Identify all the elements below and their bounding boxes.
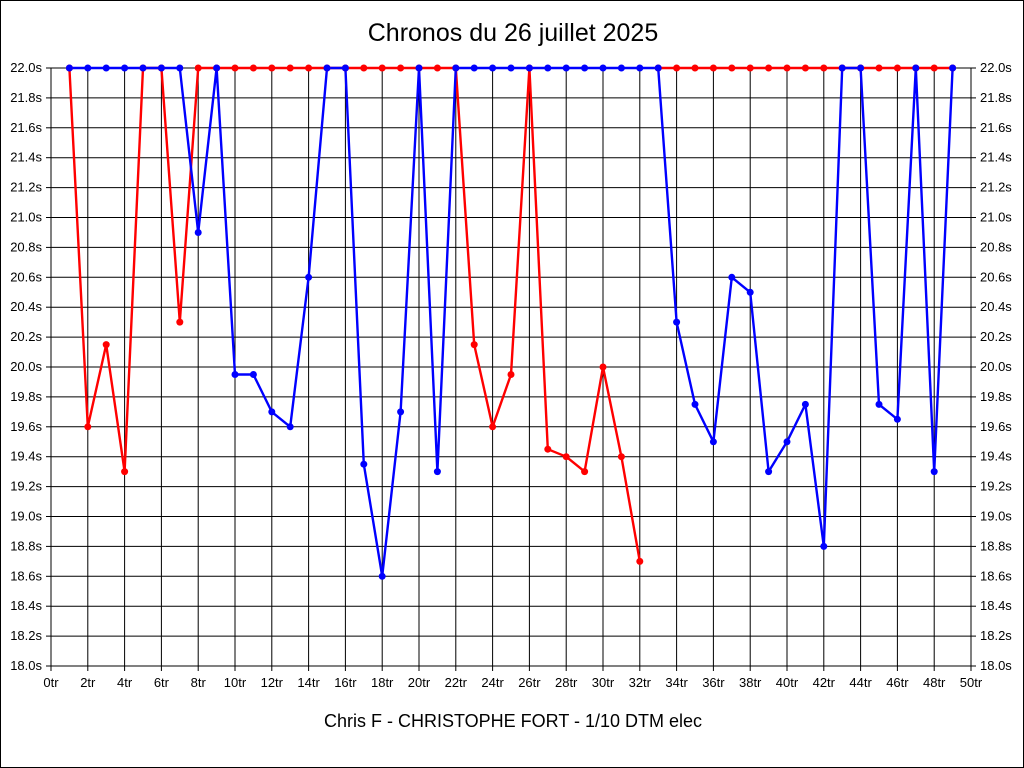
svg-text:19.4s: 19.4s <box>980 449 1012 464</box>
svg-text:16tr: 16tr <box>334 675 357 690</box>
svg-text:18.0s: 18.0s <box>980 658 1012 673</box>
svg-text:19.8s: 19.8s <box>10 389 42 404</box>
svg-text:32tr: 32tr <box>629 675 652 690</box>
y-axis-labels-left: 22.0s 21.8s 21.6s 21.4s 21.2s 21.0s 20.8s 20.6s… <box>10 60 42 673</box>
svg-text:20.0s: 20.0s <box>10 359 42 374</box>
svg-text:20.6s: 20.6s <box>10 269 42 284</box>
blue-series-markers <box>65 64 957 580</box>
svg-text:36tr: 36tr <box>702 675 725 690</box>
svg-text:34tr: 34tr <box>665 675 688 690</box>
svg-text:20tr: 20tr <box>408 675 431 690</box>
svg-text:20.4s: 20.4s <box>10 299 42 314</box>
svg-text:26tr: 26tr <box>518 675 541 690</box>
svg-text:18.8s: 18.8s <box>10 538 42 553</box>
svg-text:21.0s: 21.0s <box>980 210 1012 225</box>
svg-text:40tr: 40tr <box>776 675 799 690</box>
svg-text:10tr: 10tr <box>224 675 247 690</box>
svg-text:44tr: 44tr <box>849 675 872 690</box>
svg-text:21.4s: 21.4s <box>10 150 42 165</box>
svg-text:19.2s: 19.2s <box>980 479 1012 494</box>
svg-text:20.2s: 20.2s <box>980 329 1012 344</box>
svg-text:2tr: 2tr <box>80 675 96 690</box>
svg-text:21.6s: 21.6s <box>10 120 42 135</box>
svg-text:19.8s: 19.8s <box>980 389 1012 404</box>
blue-series-line <box>68 66 954 578</box>
chart-caption: Chris F - CHRISTOPHE FORT - 1/10 DTM ele… <box>323 711 703 731</box>
svg-text:21.0s: 21.0s <box>10 210 42 225</box>
svg-text:18.8s: 18.8s <box>980 538 1012 553</box>
svg-text:28tr: 28tr <box>555 675 578 690</box>
svg-text:8tr: 8tr <box>191 675 207 690</box>
svg-text:6tr: 6tr <box>154 675 170 690</box>
svg-text:0tr: 0tr <box>43 675 59 690</box>
red-series-line <box>68 66 954 563</box>
svg-text:22tr: 22tr <box>445 675 468 690</box>
svg-text:19.6s: 19.6s <box>10 419 42 434</box>
svg-text:21.2s: 21.2s <box>980 180 1012 195</box>
svg-text:4tr: 4tr <box>117 675 133 690</box>
svg-text:21.8s: 21.8s <box>10 90 42 105</box>
svg-text:18.4s: 18.4s <box>980 598 1012 613</box>
x-axis-labels: 0tr 2tr 4tr 6tr 8tr 10tr 12tr 14tr 16tr 18tr 20tr 2… <box>43 675 982 690</box>
svg-text:46tr: 46tr <box>886 675 909 690</box>
svg-text:19.6s: 19.6s <box>980 419 1012 434</box>
svg-text:18.0s: 18.0s <box>10 658 42 673</box>
svg-text:22.0s: 22.0s <box>980 60 1012 75</box>
svg-text:21.6s: 21.6s <box>980 120 1012 135</box>
svg-text:14tr: 14tr <box>297 675 320 690</box>
svg-text:19.2s: 19.2s <box>10 479 42 494</box>
svg-text:21.4s: 21.4s <box>980 150 1012 165</box>
svg-text:18tr: 18tr <box>371 675 394 690</box>
svg-text:21.8s: 21.8s <box>980 90 1012 105</box>
y-axis-labels-right: 22.0s 21.8s 21.6s 21.4s 21.2s 21.0s 20.8s 20.6s… <box>980 60 1012 673</box>
svg-text:20.8s: 20.8s <box>10 239 42 254</box>
svg-text:20.8s: 20.8s <box>980 239 1012 254</box>
svg-text:24tr: 24tr <box>481 675 504 690</box>
svg-text:18.2s: 18.2s <box>10 628 42 643</box>
svg-text:20.0s: 20.0s <box>980 359 1012 374</box>
svg-text:30tr: 30tr <box>592 675 615 690</box>
svg-text:18.6s: 18.6s <box>10 568 42 583</box>
svg-text:48tr: 48tr <box>923 675 946 690</box>
svg-text:19.0s: 19.0s <box>10 509 42 524</box>
svg-text:20.4s: 20.4s <box>980 299 1012 314</box>
svg-text:38tr: 38tr <box>739 675 762 690</box>
chart-title: Chronos du 26 juillet 2025 <box>367 19 659 47</box>
svg-text:19.4s: 19.4s <box>10 449 42 464</box>
svg-text:18.6s: 18.6s <box>980 568 1012 583</box>
svg-text:22.0s: 22.0s <box>10 60 42 75</box>
svg-text:20.6s: 20.6s <box>980 269 1012 284</box>
red-series-markers <box>65 64 957 565</box>
svg-text:12tr: 12tr <box>261 675 284 690</box>
svg-text:50tr: 50tr <box>960 675 983 690</box>
svg-text:20.2s: 20.2s <box>10 329 42 344</box>
svg-text:18.4s: 18.4s <box>10 598 42 613</box>
svg-text:19.0s: 19.0s <box>980 509 1012 524</box>
svg-text:42tr: 42tr <box>813 675 836 690</box>
svg-text:18.2s: 18.2s <box>980 628 1012 643</box>
svg-text:21.2s: 21.2s <box>10 180 42 195</box>
